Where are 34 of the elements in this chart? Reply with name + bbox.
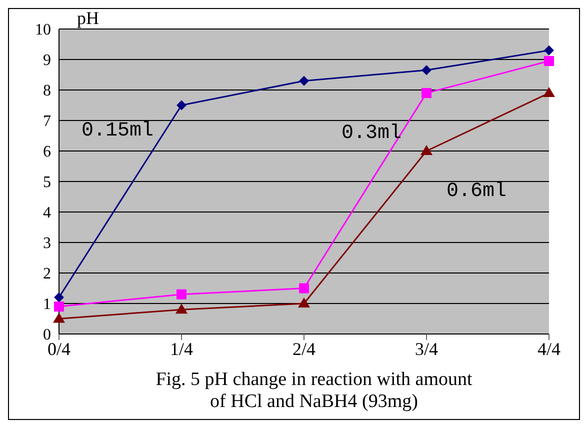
point <box>544 56 554 66</box>
y-axis-title: pH <box>77 8 99 28</box>
x-tick-label: 2/4 <box>292 338 316 359</box>
y-tick-label: 9 <box>43 52 51 70</box>
point <box>53 312 65 323</box>
y-tick-label: 5 <box>43 174 51 192</box>
text: Fig. 5 pH change in reaction with amount of HCl and NaBH4 (93mg) <box>154 369 474 413</box>
point <box>422 65 432 76</box>
y-tick-label: 4 <box>43 204 51 222</box>
point <box>299 283 309 294</box>
series-label: 0.6ml <box>446 180 507 203</box>
x-tick-label: 4/4 <box>537 338 561 359</box>
point <box>176 289 186 300</box>
y-tick-label: 10 <box>35 22 51 39</box>
point <box>422 88 432 98</box>
point <box>176 100 186 110</box>
y-tick-label: 6 <box>43 144 51 161</box>
point <box>54 302 64 312</box>
y-tick-label: 3 <box>43 235 51 252</box>
y-tick-label: 7 <box>43 113 51 130</box>
x-tick-label: 3/4 <box>414 338 438 359</box>
y-tick-label: 1 <box>43 296 51 314</box>
point <box>176 304 188 314</box>
series-label: 0.3ml <box>342 122 402 146</box>
y-tick-label: 2 <box>43 266 51 283</box>
point <box>420 145 432 155</box>
point <box>54 292 64 302</box>
point <box>543 87 555 98</box>
point <box>298 298 310 308</box>
series-label: 0.15ml <box>82 119 154 142</box>
y-tick-label: 8 <box>43 82 51 100</box>
point <box>544 45 554 56</box>
x-tick-label: 1/4 <box>170 338 194 359</box>
point <box>299 76 309 86</box>
